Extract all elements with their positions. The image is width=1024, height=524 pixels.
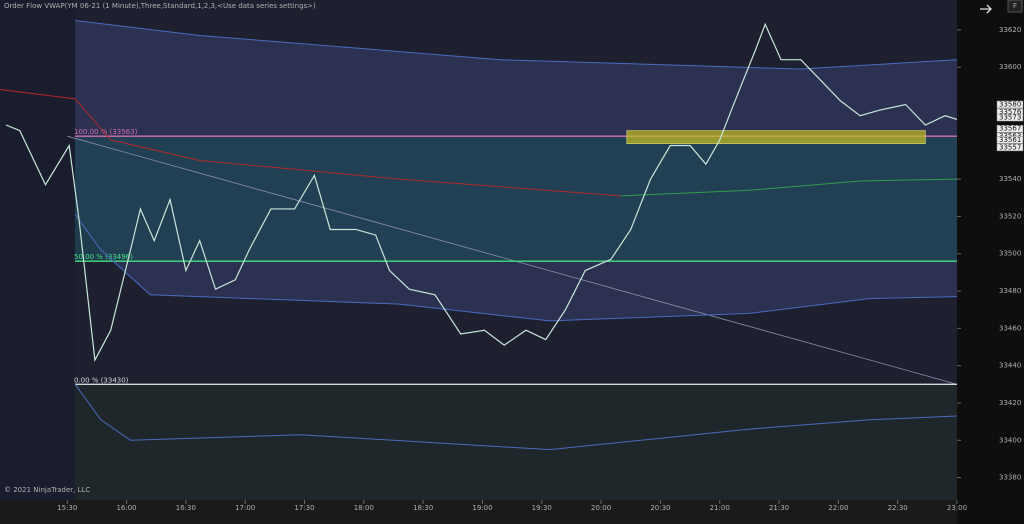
price-label-box [996, 143, 1024, 152]
arrow-icon[interactable] [980, 4, 992, 14]
price-axis-background [957, 0, 1024, 524]
price-label-box [996, 124, 1024, 133]
x-tick-label: 17:30 [294, 504, 314, 512]
x-tick-label: 18:30 [413, 504, 433, 512]
x-tick-label: 18:00 [354, 504, 374, 512]
price-label: 33561 [999, 136, 1021, 144]
corner-label[interactable]: F [1013, 2, 1017, 10]
price-label: 33557 [999, 143, 1021, 151]
y-tick-label: 33480 [999, 287, 1021, 295]
chart-title: Order Flow VWAP(YM 06-21 (1 Minute),Thre… [4, 2, 316, 10]
price-label: 33580 [999, 100, 1021, 108]
fib-label: 100.00 % (33563) [74, 128, 138, 136]
series-line [74, 384, 958, 451]
series-line [5, 22, 958, 363]
lower-zone-fill [75, 384, 957, 500]
x-tick-label: 16:00 [116, 504, 136, 512]
x-tick-label: 21:00 [710, 504, 730, 512]
series-line [620, 178, 958, 197]
upper-zone-fill [75, 136, 957, 262]
copyright: © 2021 NinjaTrader, LLC [4, 486, 90, 494]
x-tick-label: 20:30 [650, 504, 670, 512]
x-tick-label: 15:30 [57, 504, 77, 512]
marks: 33380 33400 33420 33440 33460 33480 33500 33520… [0, 20, 1024, 512]
x-tick-label: 22:30 [888, 504, 908, 512]
price-label: 33567 [999, 125, 1021, 133]
y-tick-label: 33620 [999, 26, 1021, 34]
x-tick-label: 19:00 [472, 504, 492, 512]
y-tick-label: 33420 [999, 399, 1021, 407]
x-tick-label: 17:00 [235, 504, 255, 512]
y-tick-label: 33460 [999, 324, 1021, 332]
price-label: 33573 [999, 114, 1021, 122]
x-tick-label: 22:00 [828, 504, 848, 512]
fills [0, 0, 958, 500]
x-tick-label: 19:30 [532, 504, 552, 512]
trend-line [67, 135, 958, 385]
y-tick-label: 33500 [999, 250, 1021, 258]
time-axis-background [0, 500, 957, 524]
series-line [0, 89, 621, 197]
zone [626, 130, 926, 144]
price-label-box [996, 136, 1024, 144]
fib-label: 0.00 % (33430) [74, 376, 129, 384]
y-tick-label: 33600 [999, 63, 1021, 71]
x-tick-label: 20:00 [591, 504, 611, 512]
y-tick-label: 33400 [999, 436, 1021, 444]
y-tick-label: 33440 [999, 362, 1021, 370]
y-tick-label: 33540 [999, 175, 1021, 183]
x-tick-label: 23:00 [947, 504, 967, 512]
price-label-box [996, 100, 1024, 109]
price-label-box [996, 113, 1024, 122]
price-label: 33576 [999, 108, 1022, 116]
series-line [75, 20, 958, 70]
y-tick-label: 33380 [999, 474, 1021, 482]
y-tick-label: 33520 [999, 212, 1021, 220]
x-tick-label: 21:30 [769, 504, 789, 512]
x-tick-label: 16:30 [176, 504, 196, 512]
pre-session-fill [0, 0, 75, 500]
corner-box[interactable] [1007, 0, 1023, 13]
series-line [74, 214, 958, 322]
fib-label: 50.00 % (33496) [74, 253, 133, 261]
